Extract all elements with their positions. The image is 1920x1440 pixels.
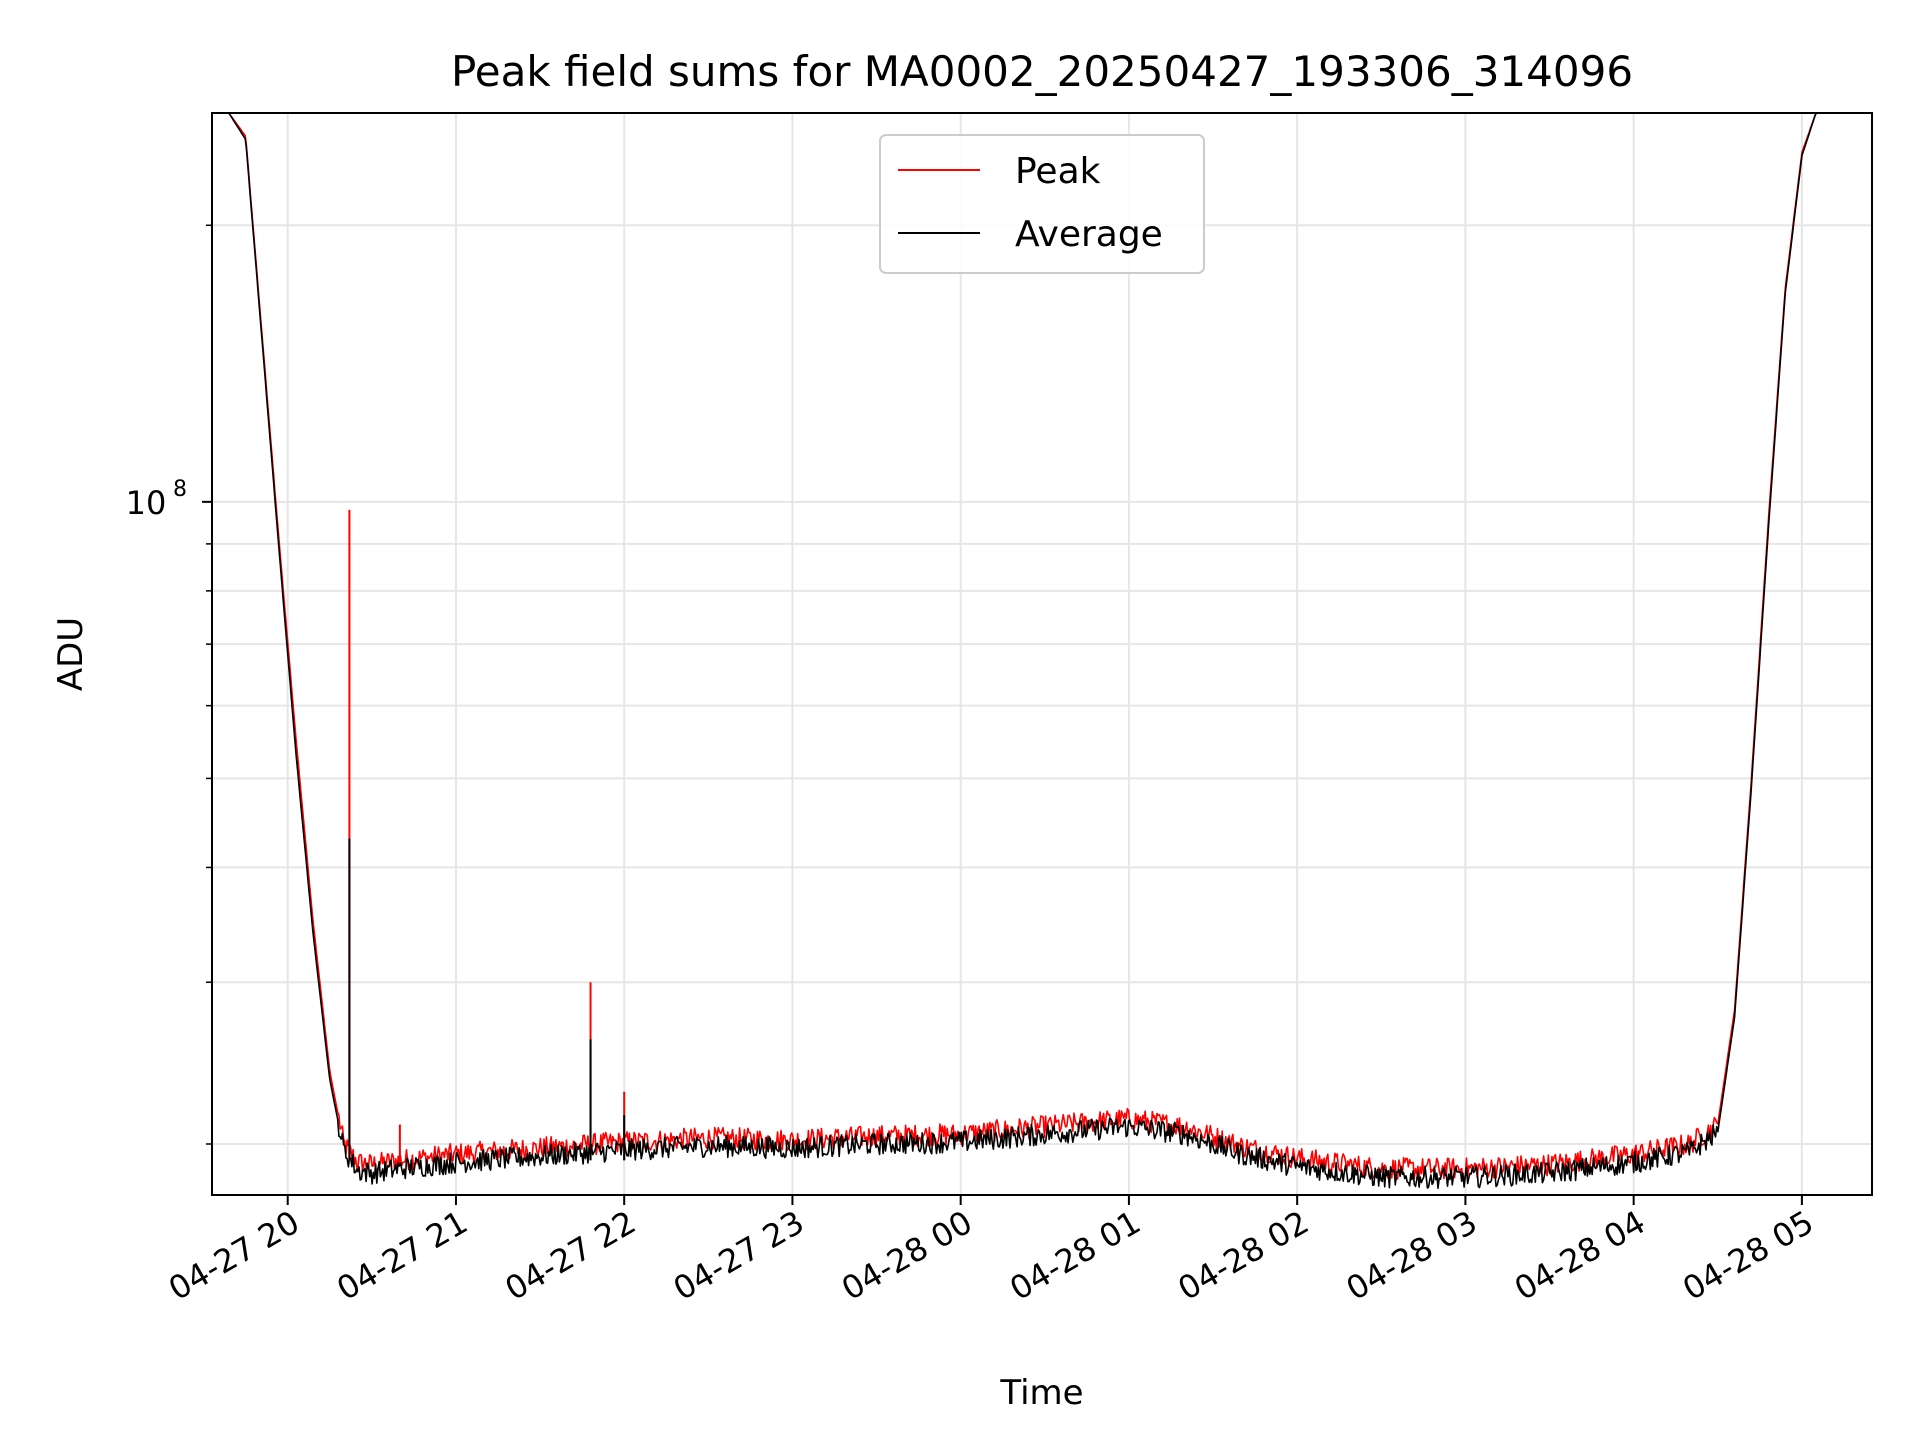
y-tick-label-exponent: 8 [173,477,187,502]
chart-title: Peak field sums for MA0002_20250427_1933… [451,47,1633,96]
series-line-average [212,112,1872,1190]
legend-label-average: Average [1015,214,1163,255]
legend-label-peak: Peak [1015,151,1101,192]
grid [212,113,1872,1195]
y-axis-label: ADU [51,617,91,691]
series-line-peak [212,112,1872,1181]
x-axis-label: Time [999,1373,1083,1413]
plot-frame [211,112,1873,1196]
y-tick-label: 10 [126,484,167,522]
plot-lines [212,112,1872,1190]
legend: Peak Average [879,134,1205,274]
